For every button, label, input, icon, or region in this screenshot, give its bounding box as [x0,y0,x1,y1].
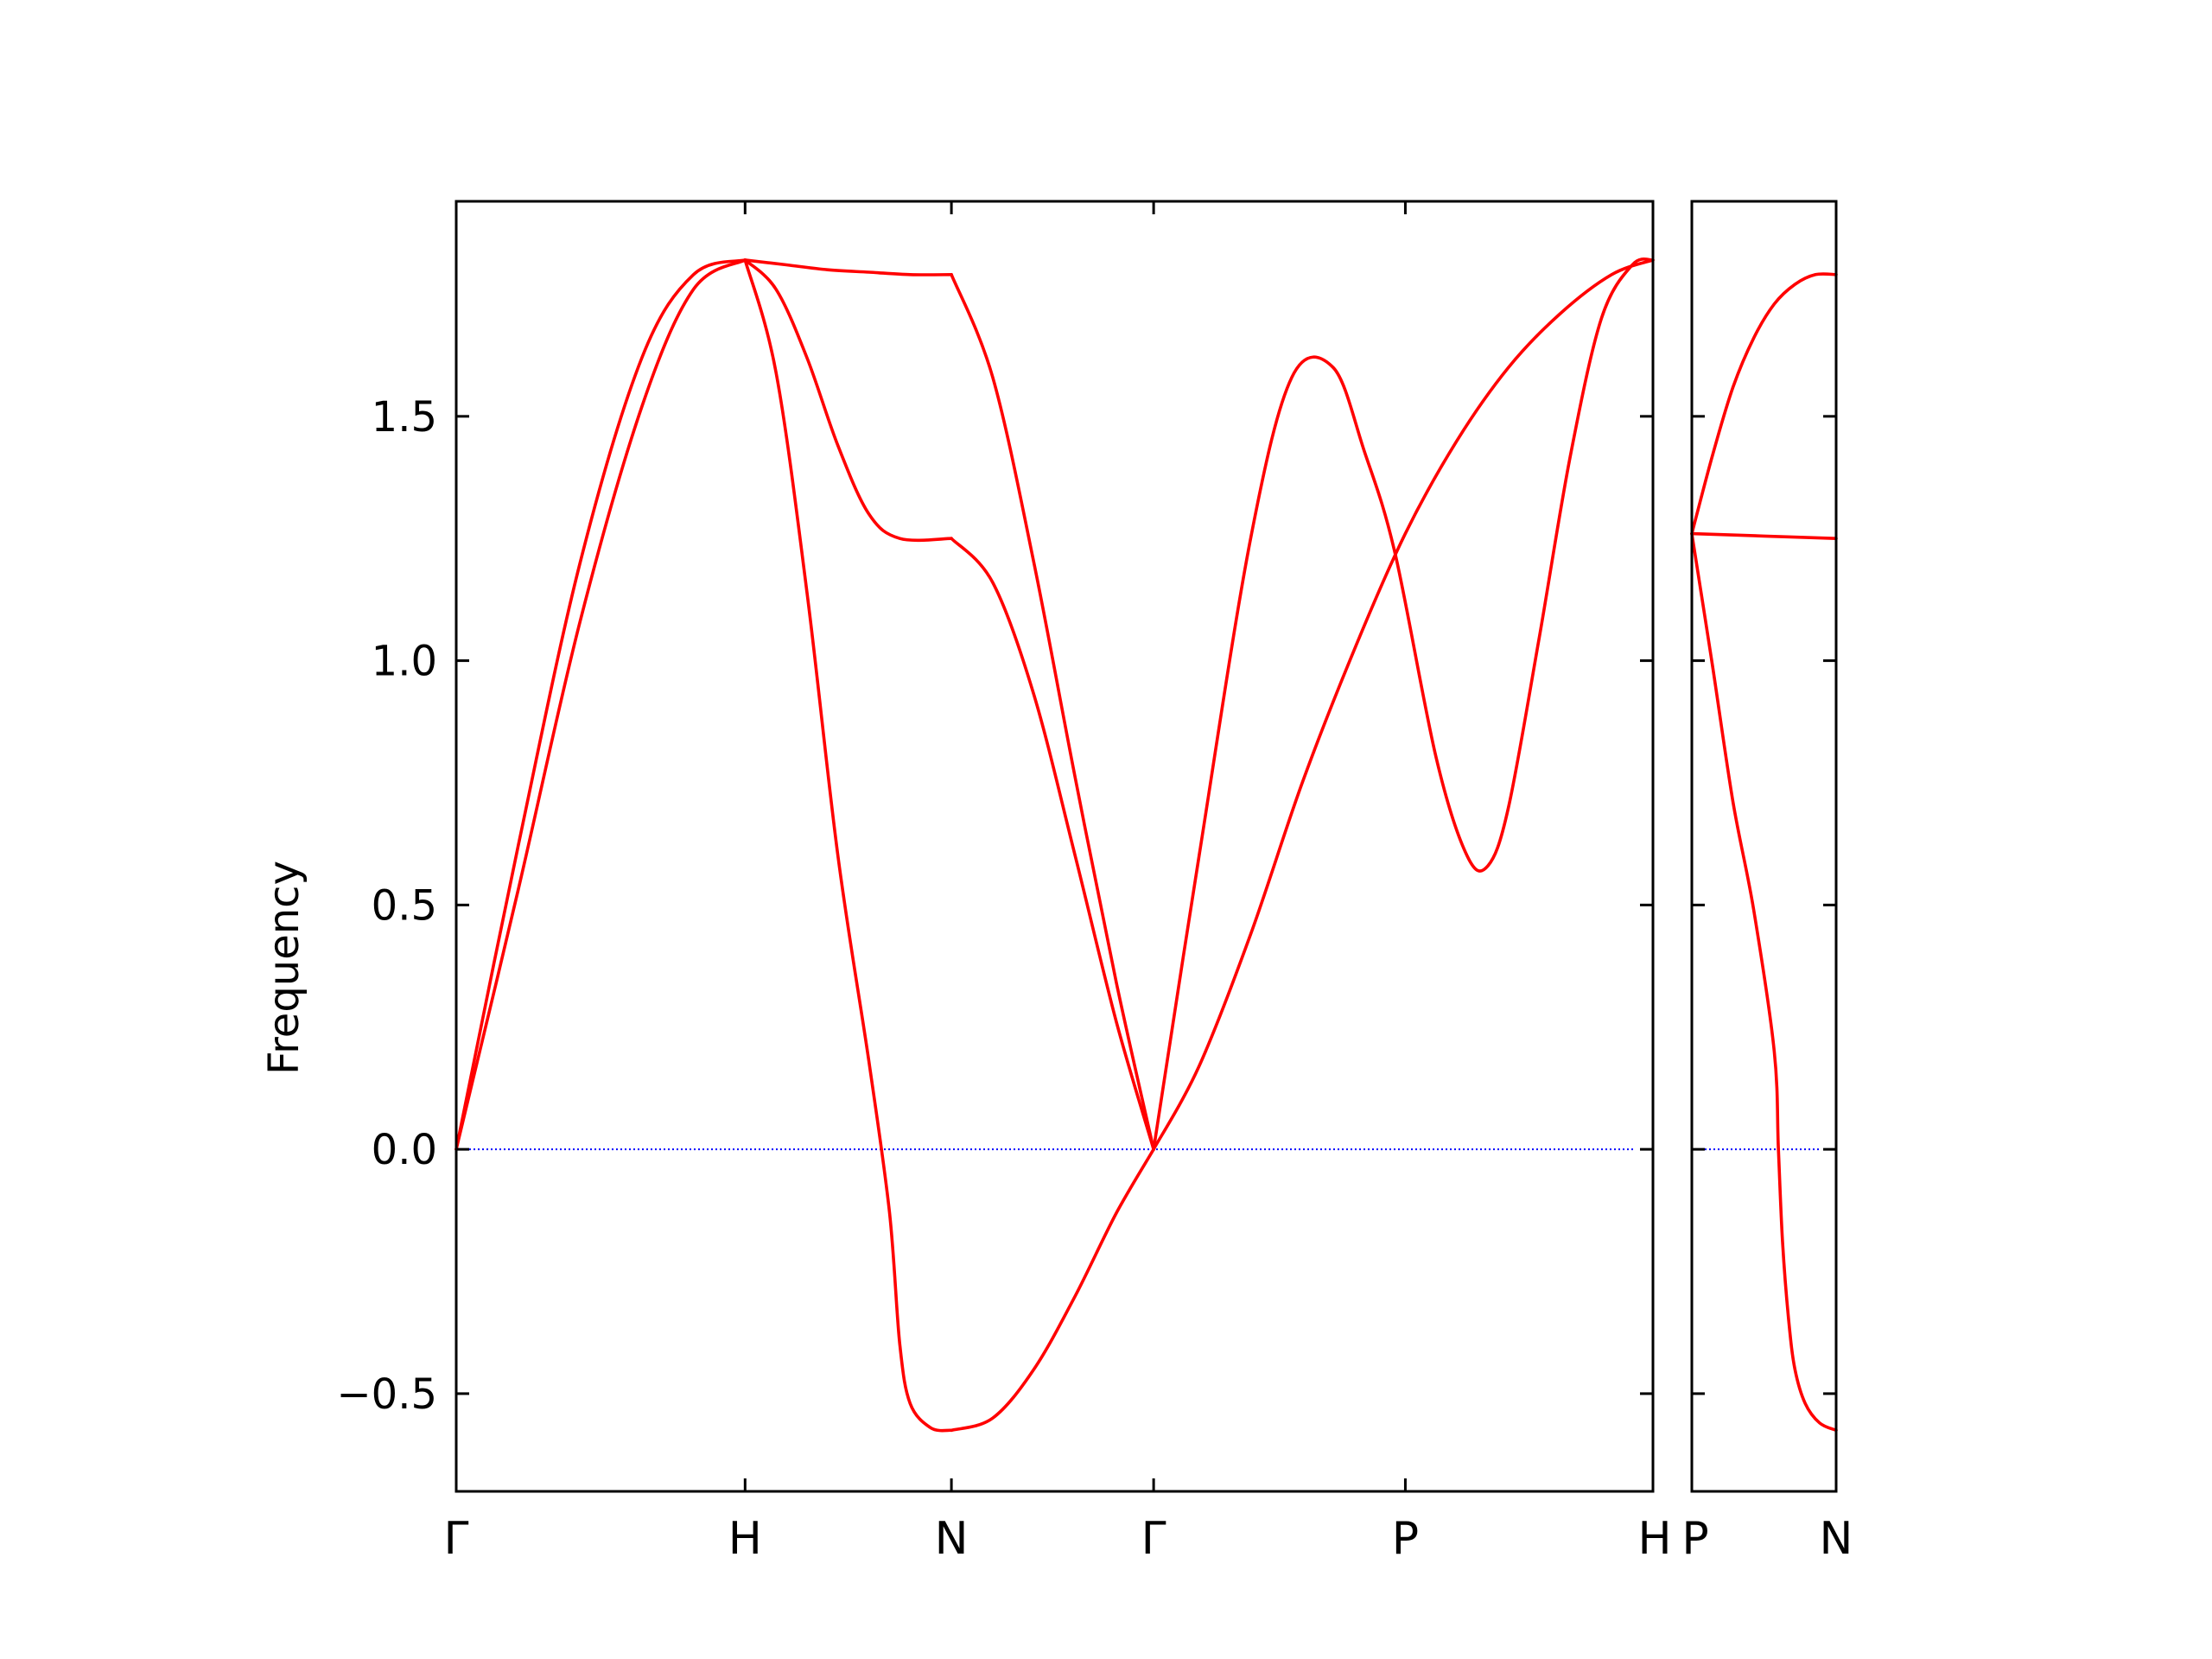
band-line [743,258,953,276]
band-line [1690,272,1838,536]
x-tick-label: Γ [1141,1513,1166,1565]
band-line [950,537,1155,1151]
x-tick-label: P [1681,1513,1708,1565]
y-tick-label: −0.5 [336,1370,437,1419]
band-line [950,1147,1155,1433]
y-tick-label: 1.5 [372,393,437,442]
band-line [1152,258,1655,1151]
plot-frame [1690,200,1838,1493]
x-tick-label: H [1637,1513,1671,1565]
band-line [1690,531,1838,540]
band-line [1690,531,1838,1433]
band-line [743,258,953,543]
x-tick-label: Γ [444,1513,469,1565]
y-axis-label: Frequency [260,861,308,1075]
band-line [454,258,747,1151]
band-line [1152,257,1655,1151]
plot-frame [454,200,1655,1493]
band-line [454,258,747,1151]
y-tick-label: 1.0 [372,638,437,686]
x-tick-label: N [935,1513,969,1565]
y-tick-label: 0.5 [372,881,437,930]
x-tick-label: P [1392,1513,1419,1565]
y-tick-label: 0.0 [372,1126,437,1174]
band-line [743,258,953,1433]
x-tick-label: H [728,1513,762,1565]
x-tick-label: N [1820,1513,1853,1565]
band-line [950,273,1155,1151]
